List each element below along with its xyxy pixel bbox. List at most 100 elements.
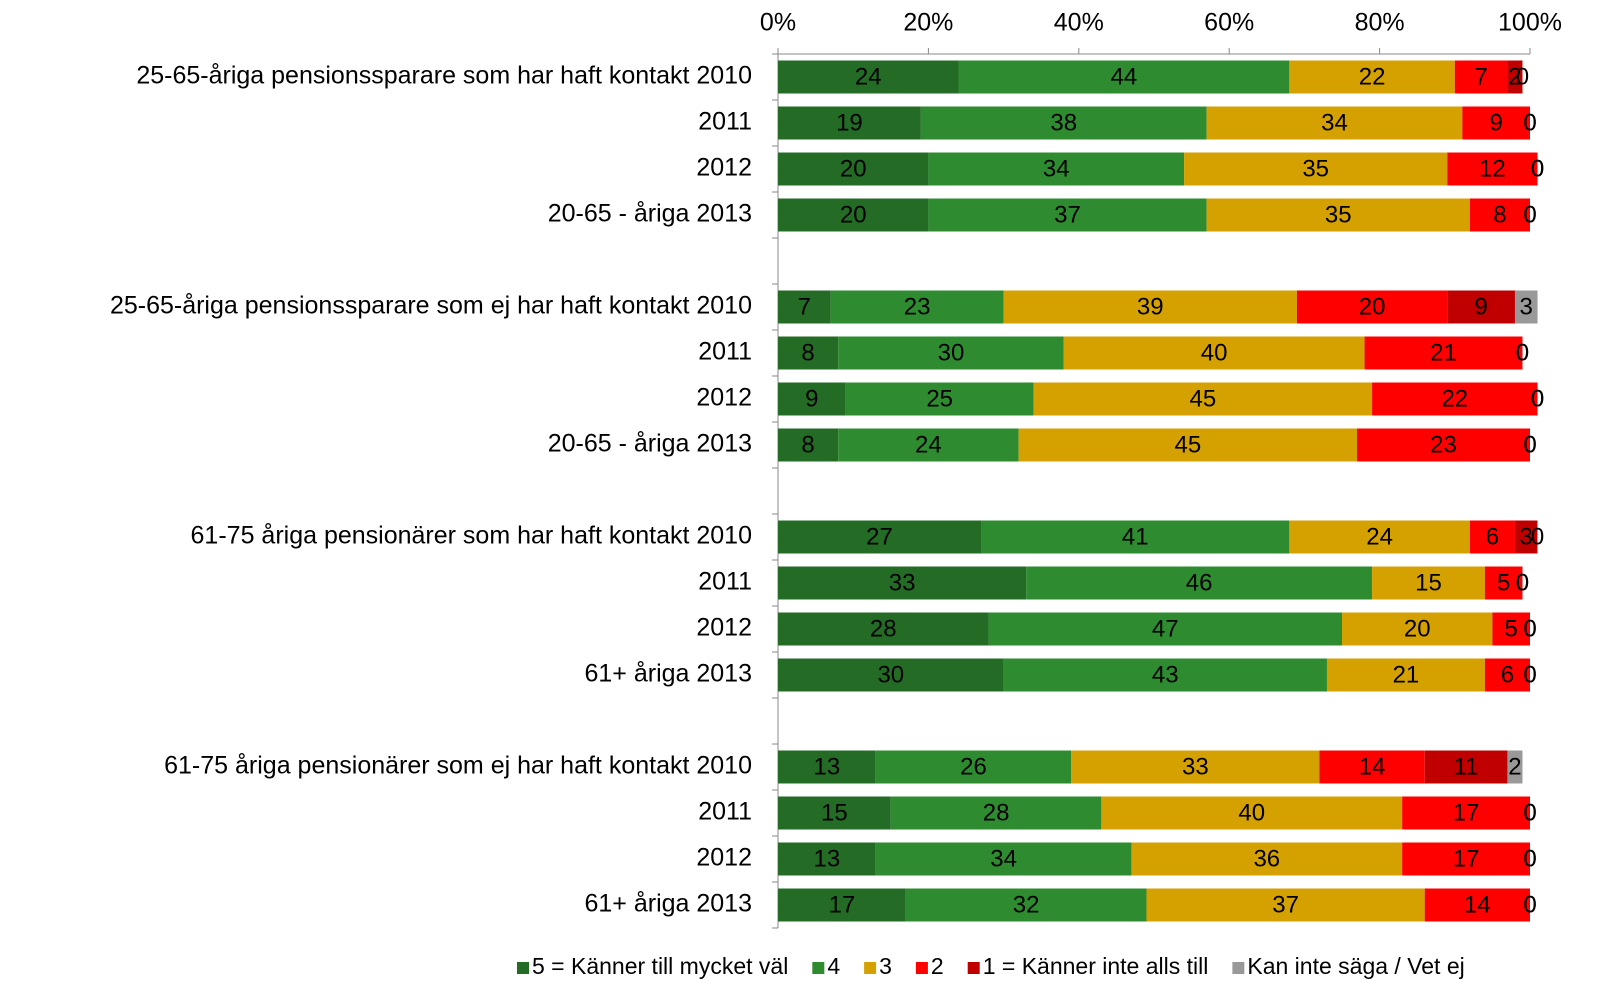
legend-label: 4 [827, 953, 840, 979]
bar-segment [778, 658, 1004, 692]
data-label: 20 [1359, 293, 1386, 320]
data-label: 47 [1152, 615, 1179, 642]
bar-segment [1003, 658, 1327, 692]
bar-segment [778, 428, 839, 462]
bar-segment [1469, 520, 1515, 554]
y-tick-label: 2011 [698, 108, 752, 136]
data-label: 40 [1238, 799, 1265, 826]
data-label: 0 [1516, 339, 1529, 366]
bar-segment [958, 60, 1290, 94]
data-label: 23 [904, 293, 931, 320]
data-label: 5 [1505, 615, 1518, 642]
x-tick-label: 100% [1498, 9, 1562, 37]
data-label: 2 [1508, 63, 1521, 90]
bar-segment [1372, 566, 1485, 600]
data-label: 3 [1520, 293, 1533, 320]
y-tick-label: 61+ åriga 2013 [584, 890, 752, 918]
bar-segment [890, 796, 1102, 830]
data-label: 21 [1430, 339, 1457, 366]
bar-segment [988, 612, 1342, 646]
data-label: 0 [1523, 845, 1536, 872]
data-label: 30 [938, 339, 965, 366]
data-label: 27 [866, 523, 893, 550]
bar-segment [1402, 842, 1530, 876]
data-label: 8 [801, 431, 814, 458]
x-tick-label: 40% [1054, 9, 1104, 37]
data-label: 17 [829, 891, 856, 918]
bar-segment [778, 796, 891, 830]
data-label: 5 [1497, 569, 1510, 596]
bar-segment [1342, 612, 1493, 646]
legend-swatch [864, 962, 877, 974]
data-label: 41 [1122, 523, 1149, 550]
bar-segment [838, 336, 1064, 370]
bar-segment [1492, 612, 1530, 646]
bar-segment [830, 290, 1004, 324]
bar-segment [1319, 750, 1425, 784]
bar-segment [1514, 520, 1538, 554]
data-label: 0 [1523, 845, 1536, 872]
legend-swatch [1232, 962, 1245, 974]
bar-segment [1206, 198, 1470, 232]
data-label: 0 [1523, 615, 1536, 642]
bar-segment [1462, 106, 1530, 140]
legend-label: 5 = Känner till mycket väl [532, 953, 788, 979]
data-label: 24 [1366, 523, 1393, 550]
legend-swatch [915, 962, 928, 974]
bar-segment [1184, 152, 1448, 186]
bar-segment [778, 336, 839, 370]
data-label: 0 [1531, 155, 1544, 182]
data-label: 0 [1516, 339, 1529, 366]
y-tick-label: 61+ åriga 2013 [584, 660, 752, 688]
bar-segment [778, 842, 876, 876]
data-label: 0 [1516, 569, 1529, 596]
data-label: 34 [990, 845, 1017, 872]
bar-segment [778, 152, 929, 186]
data-label: 37 [1272, 891, 1299, 918]
bar-segment [1003, 290, 1297, 324]
bar-segment [778, 566, 1027, 600]
bar-segment [1206, 106, 1463, 140]
y-tick-label: 20-65 - åriga 2013 [548, 200, 752, 228]
data-label: 0 [1531, 385, 1544, 412]
bar-segment [1364, 336, 1523, 370]
data-label: 0 [1523, 661, 1536, 688]
data-label: 0 [1523, 431, 1536, 458]
y-tick-label: 25-65-åriga pensionssparare som ej har h… [110, 292, 752, 320]
data-label: 0 [1523, 109, 1536, 136]
bar-segment [1447, 290, 1515, 324]
y-tick-label: 2011 [698, 338, 752, 366]
y-tick-label: 20-65 - åriga 2013 [548, 430, 752, 458]
bar-segment [928, 152, 1185, 186]
bar-segment [778, 290, 831, 324]
bar-segment [778, 198, 929, 232]
bar-segment [1507, 750, 1523, 784]
data-label: 33 [1182, 753, 1209, 780]
legend-swatch [517, 962, 529, 974]
data-label: 0 [1516, 569, 1529, 596]
bar-segment [928, 198, 1207, 232]
legend-swatch [967, 962, 980, 974]
data-label: 14 [1464, 891, 1491, 918]
bar-segment [1469, 198, 1530, 232]
bar-segment [1484, 566, 1523, 600]
bar-segment [1424, 750, 1508, 784]
data-label: 39 [1137, 293, 1164, 320]
data-label: 6 [1486, 523, 1499, 550]
data-label: 0 [1523, 799, 1536, 826]
bar-segment [778, 750, 876, 784]
data-label: 21 [1393, 661, 1420, 688]
bar-segment [778, 106, 921, 140]
data-label: 0 [1531, 155, 1544, 182]
data-label: 6 [1501, 661, 1514, 688]
bar-segment [1296, 290, 1448, 324]
bar-segment [838, 428, 1019, 462]
data-label: 22 [1359, 63, 1386, 90]
y-tick-label: 2011 [698, 798, 752, 826]
bar-segment [1372, 382, 1538, 416]
y-tick-label: 61-75 åriga pensionärer som har haft kon… [191, 522, 752, 550]
data-label: 0 [1523, 891, 1536, 918]
data-label: 36 [1253, 845, 1280, 872]
data-label: 7 [1474, 63, 1487, 90]
